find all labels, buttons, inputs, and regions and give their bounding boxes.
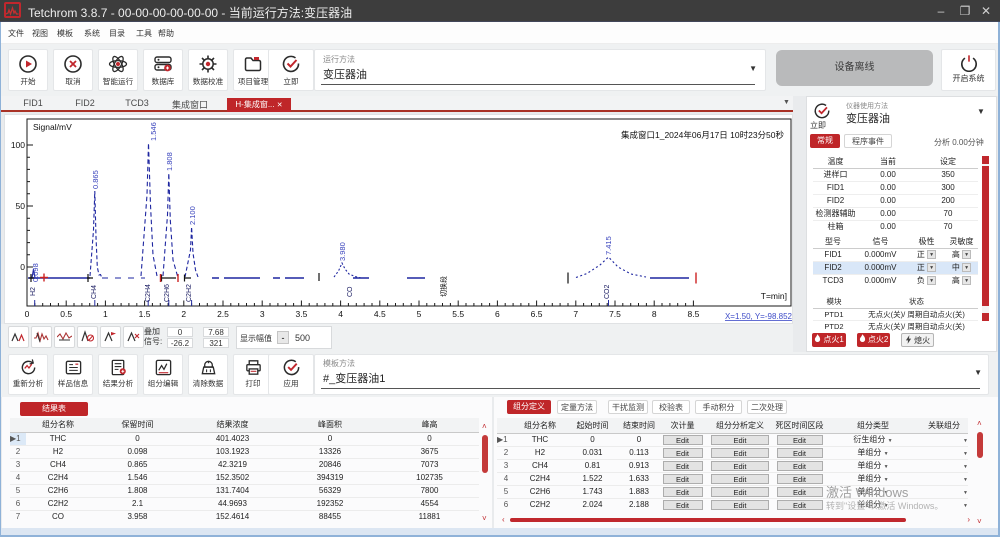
svg-text:0: 0: [25, 309, 30, 319]
svg-text:C2H2: C2H2: [186, 284, 193, 302]
svg-text:Signal/mV: Signal/mV: [33, 122, 72, 132]
svg-text:2.5: 2.5: [217, 309, 229, 319]
svg-text:1.5: 1.5: [139, 309, 151, 319]
svg-text:7: 7: [573, 309, 578, 319]
svg-text:4: 4: [338, 309, 343, 319]
svg-text:CO2: CO2: [604, 285, 611, 300]
svg-text:1: 1: [103, 309, 108, 319]
svg-text:5: 5: [417, 309, 422, 319]
svg-text:0.098: 0.098: [31, 263, 40, 282]
svg-text:4.5: 4.5: [374, 309, 386, 319]
svg-text:8: 8: [652, 309, 657, 319]
svg-text:1.546: 1.546: [149, 122, 158, 141]
svg-text:0: 0: [20, 262, 25, 272]
svg-text:1.808: 1.808: [165, 152, 174, 171]
svg-text:5.5: 5.5: [452, 309, 464, 319]
svg-text:3: 3: [260, 309, 265, 319]
svg-text:7.5: 7.5: [609, 309, 621, 319]
svg-text:50: 50: [16, 201, 26, 211]
svg-text:0.5: 0.5: [60, 309, 72, 319]
svg-text:CH4: CH4: [91, 285, 98, 299]
svg-text:H2: H2: [30, 287, 37, 296]
svg-text:2: 2: [181, 309, 186, 319]
svg-text:3.5: 3.5: [295, 309, 307, 319]
svg-text:8.5: 8.5: [687, 309, 699, 319]
svg-text:X=1.50, Y=-98.852: X=1.50, Y=-98.852: [725, 312, 792, 321]
svg-text:2.100: 2.100: [188, 206, 197, 225]
svg-text:0.865: 0.865: [91, 170, 100, 189]
svg-text:T=min]: T=min]: [761, 291, 787, 301]
svg-text:C2H4: C2H4: [145, 284, 152, 302]
svg-text:6.5: 6.5: [531, 309, 543, 319]
svg-text:7.415: 7.415: [604, 236, 613, 255]
svg-text:集成窗口1_2024年06月17日 10时23分50秒: 集成窗口1_2024年06月17日 10时23分50秒: [621, 130, 784, 140]
svg-text:100: 100: [11, 140, 25, 150]
svg-text:6: 6: [495, 309, 500, 319]
svg-text:CO: CO: [347, 286, 354, 297]
svg-text:C2H6: C2H6: [164, 284, 171, 302]
svg-text:切换段: 切换段: [439, 276, 448, 297]
svg-text:3.980: 3.980: [338, 242, 347, 261]
